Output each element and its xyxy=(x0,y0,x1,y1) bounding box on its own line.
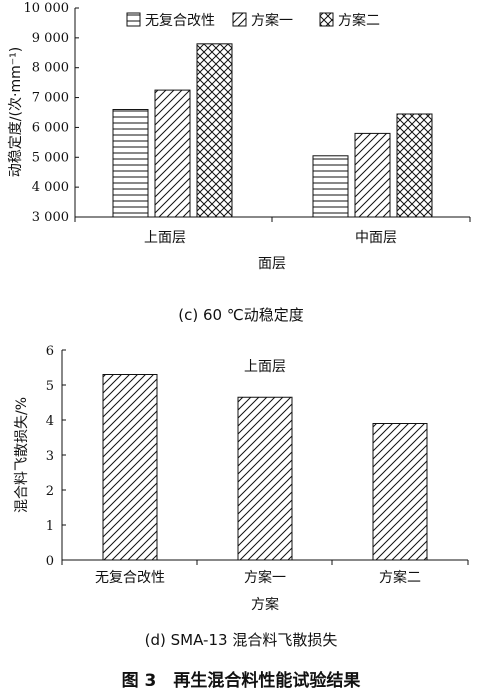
bar-group xyxy=(102,374,428,561)
y-tick-label: 3 000 xyxy=(32,210,69,225)
y-tick-label: 0 xyxy=(46,554,54,569)
y-tick-label: 2 xyxy=(46,484,54,499)
x-axis-title: 方案 xyxy=(251,596,279,613)
x-category-label-2: 方案二 xyxy=(379,569,421,586)
legend-label-0: 无复合改性 xyxy=(145,12,215,29)
y-tick-label: 10 000 xyxy=(24,1,70,16)
x-category-label-1: 方案一 xyxy=(244,569,286,586)
chart-dynamic-stability: 3 000 4 000 5 000 6 000 7 000 8 000 9 000 10 00… xyxy=(8,1,471,324)
bar-2 xyxy=(372,423,428,561)
y-tick-label: 5 000 xyxy=(32,150,69,165)
legend: 无复合改性 方案一 方案二 xyxy=(126,12,380,29)
chart-mixture-loss: 0 1 2 3 4 5 6 无复合改性 方案一 方案二 方案 混合料飞散损失/% 上面层 (… xyxy=(14,344,469,649)
y-tick-label: 1 xyxy=(46,519,54,534)
y-tick-label: 6 xyxy=(46,344,54,359)
x-category-label-0: 上面层 xyxy=(144,230,186,246)
y-tick-label: 4 xyxy=(46,414,54,429)
y-axis-title: 混合料飞散损失/% xyxy=(14,397,30,513)
bar-1-0 xyxy=(312,155,349,218)
y-tick-label: 5 xyxy=(46,379,54,394)
y-tick-label: 6 000 xyxy=(32,120,69,135)
y-axis-title: 动稳定度/(次·mm⁻¹) xyxy=(8,47,24,177)
chart-caption-c: (c) 60 ℃动稳定度 xyxy=(178,306,303,324)
chart-annotation: 上面层 xyxy=(244,359,286,375)
bar-0-2 xyxy=(196,43,233,218)
bar-1-2 xyxy=(396,113,433,218)
legend-swatch-0 xyxy=(126,12,141,27)
x-category-label-0: 无复合改性 xyxy=(95,569,165,586)
x-axis-title: 面层 xyxy=(258,256,286,272)
legend-swatch-2 xyxy=(319,12,334,27)
y-tick-label: 3 xyxy=(46,449,54,464)
bar-1 xyxy=(237,396,293,561)
x-category-label-1: 中面层 xyxy=(355,230,397,246)
y-axis-ticks: 0 1 2 3 4 5 6 xyxy=(46,344,66,569)
y-axis-ticks: 3 000 4 000 5 000 6 000 7 000 8 000 9 000 10 00… xyxy=(24,1,79,225)
figure-title: 图 3 再生混合料性能试验结果 xyxy=(122,670,361,691)
legend-swatch-1 xyxy=(232,12,247,27)
legend-label-2: 方案二 xyxy=(338,12,380,29)
y-tick-label: 8 000 xyxy=(32,61,69,76)
bar-1-1 xyxy=(354,132,391,218)
y-tick-label: 4 000 xyxy=(32,180,69,195)
legend-label-1: 方案一 xyxy=(251,12,293,29)
y-tick-label: 7 000 xyxy=(32,91,69,106)
chart-caption-d: (d) SMA-13 混合料飞散损失 xyxy=(145,631,338,649)
bar-0-1 xyxy=(154,89,191,218)
y-tick-label: 9 000 xyxy=(32,31,69,46)
bar-group xyxy=(112,43,433,218)
bar-0-0 xyxy=(112,109,149,218)
bar-0 xyxy=(102,374,158,561)
